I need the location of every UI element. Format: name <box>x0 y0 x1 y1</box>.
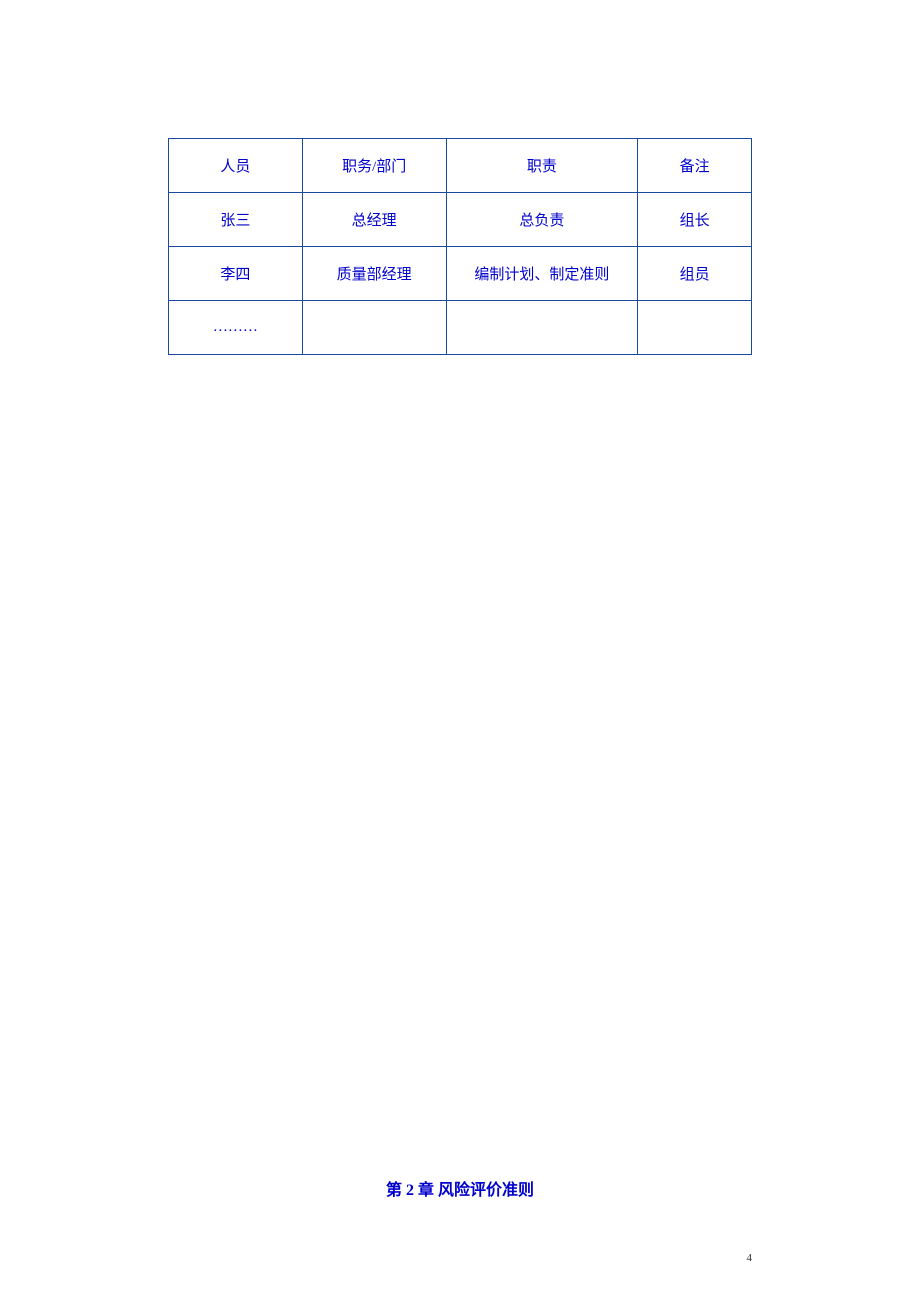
cell-note <box>638 301 752 355</box>
cell-person: ……… <box>169 301 303 355</box>
cell-note: 组长 <box>638 193 752 247</box>
table-row: 张三 总经理 总负责 组长 <box>169 193 752 247</box>
table-header-row: 人员 职务/部门 职责 备注 <box>169 139 752 193</box>
personnel-table: 人员 职务/部门 职责 备注 张三 总经理 总负责 组长 李四 质量部经理 编制… <box>168 138 752 355</box>
col-header-duty: 职责 <box>446 139 638 193</box>
cell-duty: 总负责 <box>446 193 638 247</box>
cell-person: 李四 <box>169 247 303 301</box>
cell-duty <box>446 301 638 355</box>
col-header-note: 备注 <box>638 139 752 193</box>
cell-dept: 质量部经理 <box>302 247 446 301</box>
page-number: 4 <box>747 1252 753 1264</box>
table-row: ……… <box>169 301 752 355</box>
cell-dept: 总经理 <box>302 193 446 247</box>
col-header-person: 人员 <box>169 139 303 193</box>
cell-dept <box>302 301 446 355</box>
cell-duty: 编制计划、制定准则 <box>446 247 638 301</box>
cell-note: 组员 <box>638 247 752 301</box>
page-content: 人员 职务/部门 职责 备注 张三 总经理 总负责 组长 李四 质量部经理 编制… <box>0 0 920 355</box>
table-row: 李四 质量部经理 编制计划、制定准则 组员 <box>169 247 752 301</box>
cell-person: 张三 <box>169 193 303 247</box>
col-header-dept: 职务/部门 <box>302 139 446 193</box>
chapter-heading: 第 2 章 风险评价准则 <box>0 1176 920 1200</box>
